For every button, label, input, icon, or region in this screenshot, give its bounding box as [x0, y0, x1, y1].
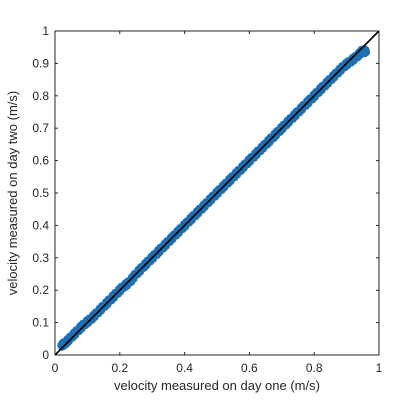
y-tick-label: 1 — [42, 24, 49, 38]
y-tick-label: 0.2 — [32, 283, 49, 297]
x-axis-label: velocity measured on day one (m/s) — [114, 378, 320, 393]
y-tick-label: 0.4 — [32, 218, 49, 232]
y-tick-label: 0.7 — [32, 121, 49, 135]
y-tick-label: 0.3 — [32, 251, 49, 265]
y-tick-label: 0.5 — [32, 186, 49, 200]
identity-line — [54, 30, 380, 356]
data-point — [361, 47, 371, 57]
y-tick-label: 0 — [42, 348, 49, 362]
reference-layer — [54, 30, 380, 356]
tick-layer: 0 0.2 0.4 0.6 0.8 1 0 0.1 0.2 0.3 0.4 0.5 0.6 0.7 0.8 0… — [32, 24, 382, 375]
x-tick-label: 0.2 — [111, 361, 128, 375]
x-tick-label: 0.8 — [306, 361, 323, 375]
x-tick-label: 1 — [376, 361, 383, 375]
y-tick-label: 0.9 — [32, 56, 49, 70]
x-tick-label: 0.4 — [176, 361, 193, 375]
y-tick-label: 0.6 — [32, 154, 49, 168]
y-axis-label: velocity measured on day two (m/s) — [5, 91, 20, 295]
y-tick-label: 0.1 — [32, 316, 49, 330]
x-tick-label: 0.6 — [241, 361, 258, 375]
y-tick-label: 0.8 — [32, 89, 49, 103]
x-tick-label: 0 — [52, 361, 59, 375]
